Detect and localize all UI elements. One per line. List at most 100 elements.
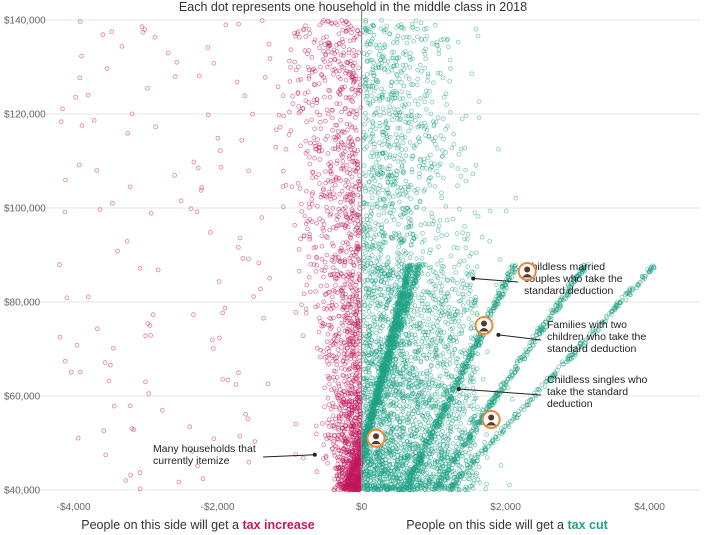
household-dot <box>346 21 351 26</box>
household-dot <box>475 33 481 39</box>
household-dot <box>296 34 302 40</box>
household-dot <box>307 236 313 242</box>
household-dot <box>314 100 320 106</box>
household-dot <box>441 36 446 42</box>
household-dot <box>349 280 355 286</box>
household-dot <box>319 421 325 426</box>
household-dot <box>427 349 433 355</box>
household-dot <box>327 42 333 48</box>
household-dot <box>414 256 419 261</box>
household-dot <box>346 72 352 77</box>
household-dot <box>313 144 318 149</box>
household-dot <box>420 231 425 236</box>
household-dot <box>336 448 342 453</box>
household-dot <box>355 299 361 305</box>
household-dot <box>484 432 489 437</box>
household-dot <box>344 27 350 33</box>
household-dot <box>484 481 489 487</box>
household-dot <box>188 206 194 212</box>
household-dot <box>347 167 352 172</box>
household-dot <box>396 244 402 249</box>
household-dot <box>296 77 301 83</box>
household-dot <box>297 186 303 191</box>
household-dot <box>438 313 444 318</box>
household-dot <box>330 146 336 152</box>
household-dot <box>336 31 342 37</box>
household-dot <box>413 18 419 24</box>
household-dot <box>471 406 477 412</box>
household-dot <box>475 214 481 219</box>
household-dot <box>377 113 383 118</box>
household-dot <box>390 182 396 188</box>
household-dot <box>372 227 377 232</box>
household-dot <box>433 236 439 241</box>
household-dot <box>97 207 103 212</box>
household-dot <box>237 235 243 241</box>
household-dot <box>344 307 350 313</box>
household-dot <box>307 289 313 295</box>
household-dot <box>369 150 375 155</box>
household-dot <box>400 348 405 354</box>
household-dot <box>342 328 348 334</box>
household-dot <box>211 436 217 442</box>
household-dot <box>421 404 426 410</box>
household-dot <box>350 142 356 148</box>
household-dot <box>425 71 431 77</box>
household-dot <box>305 89 311 95</box>
household-dot <box>347 412 353 418</box>
household-dot <box>309 192 315 197</box>
household-dot <box>77 369 83 375</box>
household-dot <box>337 407 343 413</box>
household-dot <box>343 249 349 255</box>
household-dot <box>451 264 457 270</box>
household-dot <box>104 66 110 71</box>
household-dot <box>312 126 317 132</box>
household-dot <box>349 74 355 80</box>
household-dot <box>345 191 351 197</box>
household-dot <box>418 222 424 228</box>
household-dot <box>298 108 303 114</box>
household-dot <box>466 403 472 409</box>
household-dot <box>365 220 371 226</box>
household-dot <box>340 154 345 159</box>
household-dot <box>434 42 440 48</box>
household-dot <box>407 140 413 145</box>
household-dot <box>324 252 330 258</box>
household-dot <box>79 123 85 128</box>
household-dot <box>390 117 395 123</box>
household-dot <box>355 297 361 303</box>
household-dot <box>397 152 403 158</box>
household-dot <box>354 396 360 402</box>
household-dot <box>345 185 351 190</box>
household-dot <box>394 79 399 85</box>
household-dot <box>388 235 394 240</box>
household-dot <box>307 231 312 237</box>
household-dot <box>115 248 120 254</box>
household-dot <box>317 157 323 162</box>
household-dot <box>344 68 350 74</box>
household-dot <box>373 339 378 345</box>
household-dot <box>474 264 480 269</box>
household-dot <box>345 329 350 335</box>
household-dot <box>217 335 222 341</box>
household-dot <box>313 269 319 274</box>
household-dot <box>323 455 329 460</box>
household-dot <box>336 41 342 47</box>
household-dot <box>200 476 206 482</box>
household-dot <box>325 432 331 438</box>
household-dot <box>338 248 344 254</box>
household-dot <box>341 429 347 434</box>
household-dot <box>343 315 349 321</box>
household-dot <box>173 74 178 79</box>
household-dot <box>344 282 350 287</box>
household-dot <box>361 245 367 251</box>
household-dot <box>340 27 346 33</box>
household-dot <box>391 40 396 45</box>
household-dot <box>293 67 299 73</box>
household-dot <box>440 438 446 444</box>
household-dot <box>415 113 420 118</box>
household-dot <box>323 118 328 124</box>
household-dot <box>440 153 446 159</box>
household-dot <box>239 138 245 143</box>
household-dot <box>374 330 379 336</box>
